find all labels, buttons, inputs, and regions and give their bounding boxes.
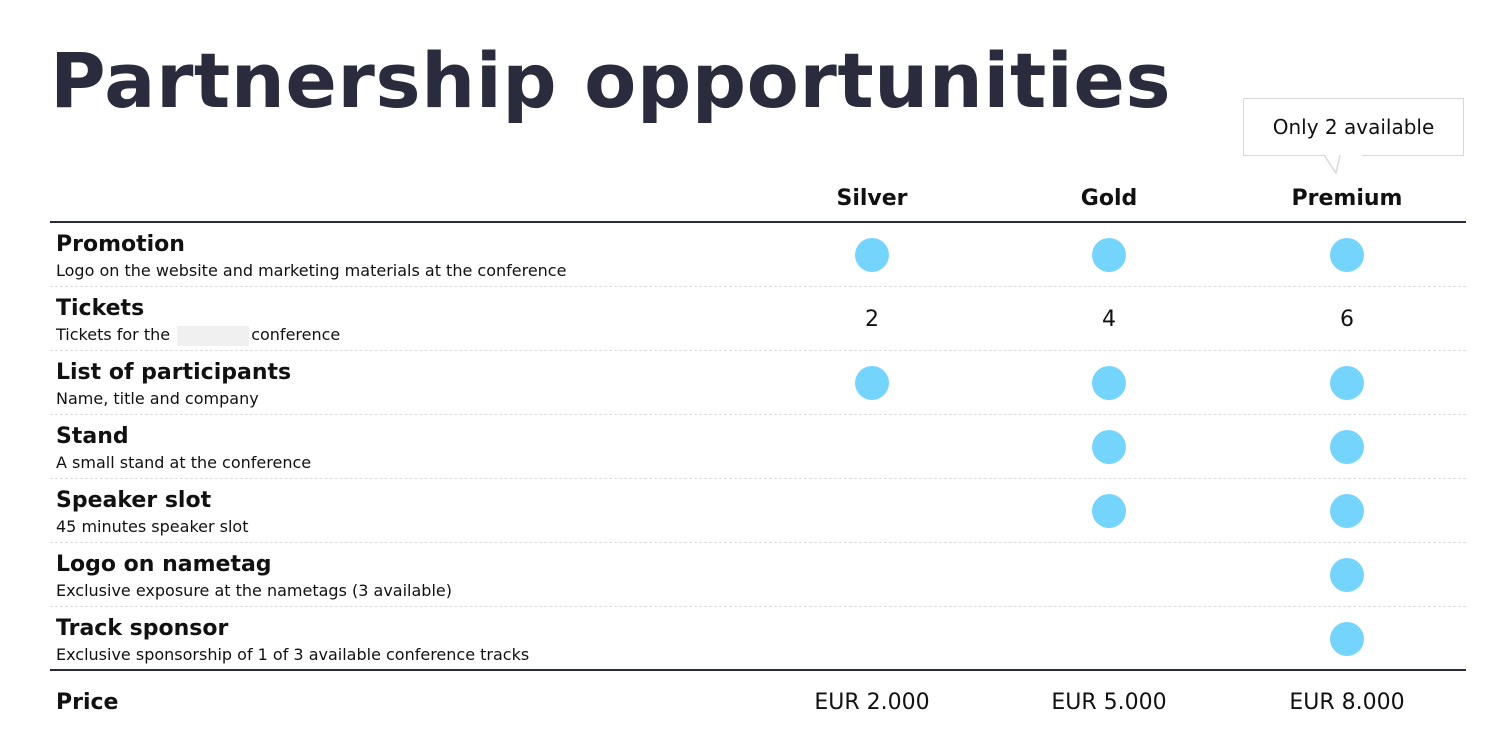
description-text: conference (251, 325, 341, 344)
feature-description: 45 minutes speaker slot (56, 517, 249, 536)
included-dot-icon (855, 238, 889, 272)
included-dot-icon (1330, 366, 1364, 400)
feature-row: Track sponsor Exclusive sponsorship of 1 … (50, 607, 1466, 671)
callout-text: Only 2 available (1272, 115, 1435, 139)
included-cell (812, 223, 932, 287)
included-cell (1287, 607, 1407, 671)
included-dot-icon (1092, 430, 1126, 464)
feature-row: Stand A small stand at the conference (50, 415, 1466, 479)
feature-row: List of participants Name, title and comp… (50, 351, 1466, 415)
feature-description: Exclusive exposure at the nametags (3 av… (56, 581, 452, 600)
included-cell (1287, 351, 1407, 415)
value-cell: 2 (865, 306, 879, 332)
included-cell (1049, 351, 1169, 415)
included-dot-icon (1330, 238, 1364, 272)
included-dot-icon (855, 366, 889, 400)
header-divider (50, 221, 1466, 223)
price-label: Price (56, 690, 119, 715)
description-text: Tickets for the (56, 325, 171, 344)
included-dot-icon (1092, 494, 1126, 528)
included-cell (1287, 479, 1407, 543)
included-cell (812, 351, 932, 415)
included-dot-icon (1330, 430, 1364, 464)
tier-header-silver: Silver (836, 186, 908, 211)
included-dot-icon (1330, 494, 1364, 528)
feature-row: Promotion Logo on the website and marketi… (50, 223, 1466, 287)
included-dot-icon (1092, 238, 1126, 272)
feature-title: Stand (56, 424, 129, 449)
value-cell: 4 (1102, 306, 1116, 332)
price-silver: EUR 2.000 (814, 690, 930, 715)
feature-title: Promotion (56, 232, 185, 257)
included-cell (1049, 415, 1169, 479)
feature-title: Logo on nametag (56, 552, 272, 577)
feature-description: Logo on the website and marketing materi… (56, 261, 567, 280)
feature-title: Speaker slot (56, 488, 212, 513)
feature-description: A small stand at the conference (56, 453, 312, 472)
feature-description: Tickets for the conference (56, 325, 340, 346)
included-cell (1287, 543, 1407, 607)
included-dot-icon (1330, 558, 1364, 592)
included-cell (1049, 223, 1169, 287)
included-dot-icon (1092, 366, 1126, 400)
included-cell (1287, 415, 1407, 479)
tier-header-premium: Premium (1291, 186, 1403, 211)
feature-description: Name, title and company (56, 389, 259, 408)
feature-row: Tickets Tickets for the conference 2 4 6 (50, 287, 1466, 351)
included-dot-icon (1330, 622, 1364, 656)
feature-row: Speaker slot 45 minutes speaker slot (50, 479, 1466, 543)
redacted-name (177, 325, 250, 346)
feature-title: List of participants (56, 360, 292, 385)
page-title: Partnership opportunities (50, 36, 1172, 125)
included-cell (1049, 479, 1169, 543)
feature-description: Exclusive sponsorship of 1 of 3 availabl… (56, 645, 530, 664)
value-cell: 6 (1340, 306, 1354, 332)
price-gold: EUR 5.000 (1051, 690, 1167, 715)
footer-divider (50, 669, 1466, 671)
callout-tail (1324, 154, 1364, 174)
tier-header-gold: Gold (1080, 186, 1138, 211)
availability-callout: Only 2 available (1243, 98, 1464, 174)
price-premium: EUR 8.000 (1289, 690, 1405, 715)
feature-row: Logo on nametag Exclusive exposure at the… (50, 543, 1466, 607)
feature-title: Track sponsor (56, 616, 229, 641)
feature-title: Tickets (56, 296, 145, 321)
included-cell (1287, 223, 1407, 287)
